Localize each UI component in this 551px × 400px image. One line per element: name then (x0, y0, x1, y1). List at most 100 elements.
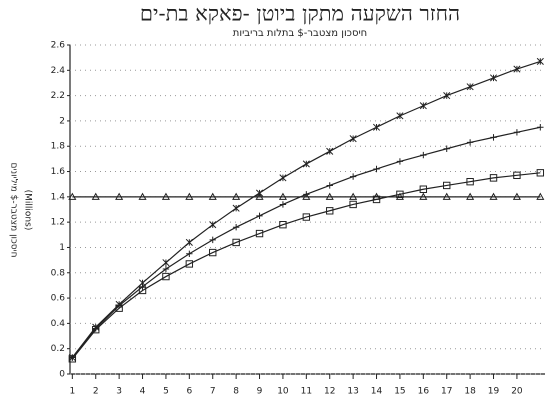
y-tick-label: 1.6 (51, 167, 66, 177)
marker (232, 192, 241, 200)
marker (209, 248, 217, 257)
x-tick-label: 10 (277, 387, 289, 397)
marker (68, 192, 77, 200)
y-axis-label: חיסכון מצטבר-$ מיליונים (9, 163, 19, 258)
y-tick-label: 2.2 (51, 91, 65, 101)
marker (326, 147, 334, 155)
x-tick-label: 19 (488, 387, 500, 397)
marker (489, 174, 498, 182)
marker (372, 123, 381, 131)
marker (139, 283, 146, 290)
marker (419, 192, 428, 200)
y-tick-label: 1 (59, 243, 65, 253)
x-tick-label: 11 (301, 387, 312, 397)
marker (279, 220, 287, 229)
x-tick-label: 20 (511, 387, 523, 397)
y-tick-label: 2.6 (51, 41, 66, 51)
y-tick-label: 2.4 (51, 66, 66, 76)
marker (466, 192, 475, 200)
x-tick-label: 14 (371, 387, 383, 397)
marker (209, 236, 216, 244)
series-line (71, 172, 541, 360)
marker (162, 272, 170, 281)
marker (466, 83, 474, 91)
marker (162, 259, 170, 267)
marker (92, 326, 100, 334)
marker (278, 192, 287, 200)
marker (490, 134, 497, 141)
marker (513, 171, 521, 180)
marker (443, 181, 451, 190)
x-tick-label: 5 (163, 387, 169, 397)
marker (255, 192, 264, 200)
marker (115, 304, 123, 312)
marker (536, 169, 545, 177)
y-axis-unit: (Millions) (23, 190, 33, 231)
marker (279, 174, 287, 182)
marker (209, 221, 217, 229)
x-tick-label: 12 (324, 387, 335, 397)
y-tick-label: 1.4 (51, 192, 66, 202)
marker (232, 238, 240, 247)
marker (349, 135, 357, 143)
marker (138, 286, 147, 295)
marker (326, 207, 334, 215)
marker (443, 145, 450, 152)
marker (442, 192, 451, 200)
y-tick-label: 0 (59, 370, 65, 380)
x-tick-label: 6 (186, 387, 192, 397)
marker (138, 192, 147, 200)
marker (326, 182, 333, 189)
marker (419, 102, 427, 110)
marker (161, 192, 170, 200)
x-tick-label: 3 (116, 387, 122, 397)
x-tick-label: 2 (93, 387, 99, 397)
marker (232, 224, 240, 231)
marker (396, 158, 404, 165)
y-tick-label: 0.2 (51, 344, 65, 354)
marker (349, 192, 358, 200)
marker (466, 139, 474, 146)
marker (420, 151, 427, 159)
marker (232, 204, 240, 212)
marker (466, 177, 474, 186)
marker (443, 92, 451, 100)
marker (185, 260, 194, 268)
marker (349, 173, 357, 180)
y-tick-label: 0.8 (51, 268, 66, 278)
marker (91, 192, 100, 200)
marker (349, 200, 357, 209)
marker (162, 265, 170, 273)
marker (489, 192, 498, 200)
marker (255, 229, 264, 238)
marker (256, 212, 263, 220)
marker (396, 190, 404, 199)
marker (208, 192, 217, 200)
y-tick-label: 1.2 (51, 218, 65, 228)
marker (512, 192, 521, 200)
y-tick-label: 0.4 (51, 319, 66, 329)
marker (489, 74, 498, 82)
marker (373, 165, 380, 173)
x-tick-label: 8 (233, 387, 239, 397)
x-tick-label: 4 (140, 387, 146, 397)
y-tick-label: 2 (59, 116, 65, 126)
x-tick-label: 17 (441, 387, 452, 397)
chart-title: החזר השקעה מתקן ביוטן -פאקא בת-ים (140, 2, 460, 26)
marker (302, 192, 311, 200)
x-tick-label: 16 (418, 387, 430, 397)
marker (68, 355, 77, 363)
marker (185, 192, 194, 200)
series-line (71, 60, 541, 358)
x-tick-label: 15 (394, 387, 405, 397)
x-tick-label: 7 (210, 387, 216, 397)
marker (536, 192, 545, 200)
y-tick-label: 1.8 (51, 142, 66, 152)
marker (419, 185, 428, 193)
x-tick-label: 13 (347, 387, 358, 397)
marker (396, 112, 404, 120)
marker (536, 57, 544, 66)
y-tick-label: 0.6 (51, 294, 66, 304)
x-tick-label: 9 (257, 387, 263, 397)
